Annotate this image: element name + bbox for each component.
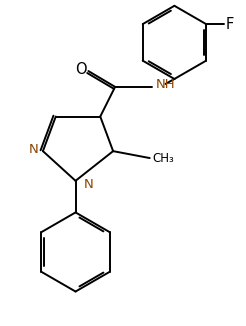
Text: NH: NH [156, 78, 175, 91]
Text: CH₃: CH₃ [153, 152, 174, 165]
Text: O: O [75, 62, 86, 77]
Text: N: N [83, 178, 93, 191]
Text: N: N [29, 143, 39, 156]
Text: F: F [226, 17, 234, 32]
